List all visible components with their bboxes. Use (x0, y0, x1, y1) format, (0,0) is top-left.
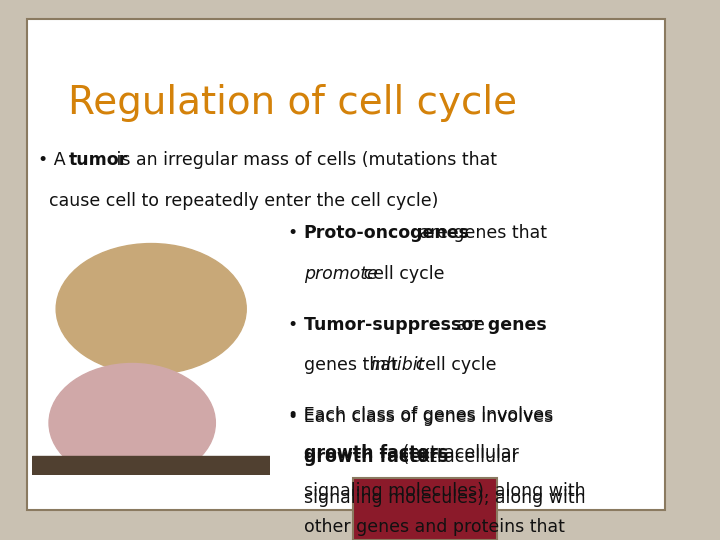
Text: • Each class of genes involves: • Each class of genes involves (288, 406, 553, 424)
Text: Tumor-suppressor genes: Tumor-suppressor genes (304, 316, 546, 334)
Text: • A: • A (38, 151, 71, 169)
Text: are genes that: are genes that (414, 224, 547, 242)
Bar (32, 456, 270, 475)
Text: other genes and proteins that: other genes and proteins that (304, 518, 564, 536)
Text: tumor: tumor (69, 151, 128, 169)
Text: cell cycle: cell cycle (358, 265, 444, 282)
Text: genes that: genes that (304, 356, 403, 374)
Text: are: are (451, 316, 485, 334)
Text: cause cell to repeatedly enter the cell cycle): cause cell to repeatedly enter the cell … (38, 192, 438, 210)
Text: cell cycle: cell cycle (410, 356, 497, 374)
Ellipse shape (49, 363, 215, 482)
Text: inhibit: inhibit (371, 356, 426, 374)
Text: •: • (288, 224, 304, 242)
Text: growth factors: growth factors (304, 444, 448, 462)
Text: (extracellular: (extracellular (397, 444, 519, 462)
Text: •: • (288, 316, 304, 334)
Text: (extracellular: (extracellular (397, 448, 519, 466)
Text: growth factors: growth factors (304, 448, 448, 466)
Text: signaling molecules), along with: signaling molecules), along with (304, 482, 585, 500)
Text: promote: promote (304, 265, 378, 282)
Text: • Each class of genes involves: • Each class of genes involves (288, 408, 553, 426)
Ellipse shape (56, 244, 246, 374)
Text: Proto-oncogenes: Proto-oncogenes (304, 224, 470, 242)
Text: Regulation of cell cycle: Regulation of cell cycle (68, 84, 518, 122)
Text: is an irregular mass of cells (mutations that: is an irregular mass of cells (mutations… (111, 151, 497, 169)
Text: signaling molecules), along with: signaling molecules), along with (304, 489, 585, 507)
